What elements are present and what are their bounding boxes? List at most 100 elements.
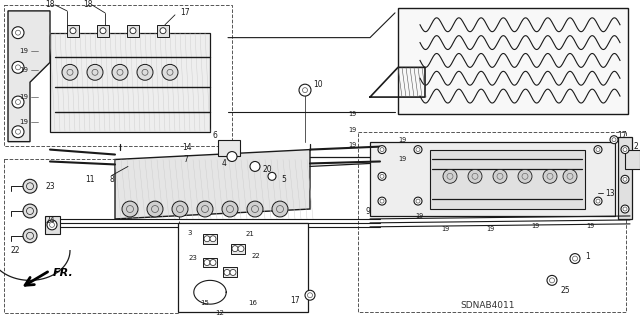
Circle shape xyxy=(378,197,386,205)
Circle shape xyxy=(232,246,238,252)
Circle shape xyxy=(563,169,577,183)
Circle shape xyxy=(621,146,629,153)
Circle shape xyxy=(547,275,557,285)
Circle shape xyxy=(268,172,276,180)
Text: 1: 1 xyxy=(586,252,590,261)
Circle shape xyxy=(621,175,629,183)
Text: 19: 19 xyxy=(348,142,356,148)
Circle shape xyxy=(378,146,386,153)
Circle shape xyxy=(130,28,136,34)
Circle shape xyxy=(12,27,24,39)
Circle shape xyxy=(100,28,106,34)
Text: 19: 19 xyxy=(348,111,356,117)
Text: 12: 12 xyxy=(216,310,225,316)
Bar xyxy=(358,132,626,312)
Circle shape xyxy=(12,96,24,108)
Text: 8: 8 xyxy=(109,175,115,184)
Circle shape xyxy=(247,201,263,217)
Text: 19: 19 xyxy=(348,127,356,133)
Text: 19: 19 xyxy=(19,48,29,54)
Bar xyxy=(97,25,109,37)
Circle shape xyxy=(12,62,24,73)
Circle shape xyxy=(162,64,178,80)
Text: 23: 23 xyxy=(189,255,197,261)
Circle shape xyxy=(272,201,288,217)
Circle shape xyxy=(197,201,213,217)
Polygon shape xyxy=(618,137,632,219)
Polygon shape xyxy=(8,11,50,142)
Text: 17: 17 xyxy=(290,296,300,305)
Circle shape xyxy=(160,28,166,34)
Bar xyxy=(50,33,210,132)
Polygon shape xyxy=(115,150,310,219)
Circle shape xyxy=(378,172,386,180)
Text: 19: 19 xyxy=(398,137,406,143)
Circle shape xyxy=(12,126,24,138)
Circle shape xyxy=(594,197,602,205)
Circle shape xyxy=(299,84,311,96)
Text: 18: 18 xyxy=(83,0,93,10)
Text: 25: 25 xyxy=(560,286,570,295)
Bar xyxy=(45,216,60,234)
Circle shape xyxy=(23,179,37,193)
Text: 22: 22 xyxy=(10,246,20,255)
Text: 21: 21 xyxy=(246,231,255,237)
Circle shape xyxy=(23,204,37,218)
Text: 19: 19 xyxy=(19,94,29,100)
Text: 3: 3 xyxy=(188,230,192,236)
Circle shape xyxy=(70,28,76,34)
Text: 19: 19 xyxy=(586,223,594,229)
Text: 4: 4 xyxy=(221,159,227,168)
Circle shape xyxy=(227,152,237,161)
Bar xyxy=(203,234,217,244)
Circle shape xyxy=(204,236,210,242)
Circle shape xyxy=(621,205,629,213)
Text: 7: 7 xyxy=(184,155,188,164)
Circle shape xyxy=(112,64,128,80)
Bar xyxy=(231,244,245,254)
Polygon shape xyxy=(398,8,628,114)
Circle shape xyxy=(518,169,532,183)
Bar xyxy=(67,25,79,37)
Circle shape xyxy=(137,64,153,80)
Bar xyxy=(178,223,308,312)
Text: SDNAB4011: SDNAB4011 xyxy=(460,300,515,310)
Circle shape xyxy=(204,260,210,265)
Text: 18: 18 xyxy=(45,0,55,10)
Circle shape xyxy=(443,169,457,183)
Bar xyxy=(223,268,237,278)
Text: 15: 15 xyxy=(200,300,209,306)
Bar xyxy=(4,5,232,146)
Text: 20: 20 xyxy=(262,165,272,174)
Polygon shape xyxy=(370,142,615,216)
Circle shape xyxy=(172,201,188,217)
Bar xyxy=(218,140,240,156)
Text: 23: 23 xyxy=(45,182,55,191)
Text: 19: 19 xyxy=(398,157,406,162)
Text: 17: 17 xyxy=(180,8,190,17)
Circle shape xyxy=(230,270,236,275)
Circle shape xyxy=(210,260,216,265)
Text: 14: 14 xyxy=(182,143,192,152)
Circle shape xyxy=(62,64,78,80)
Bar xyxy=(4,160,179,313)
Circle shape xyxy=(594,146,602,153)
Text: 19: 19 xyxy=(19,67,29,73)
Text: 24: 24 xyxy=(45,216,55,226)
Circle shape xyxy=(238,246,244,252)
Circle shape xyxy=(23,229,37,243)
Circle shape xyxy=(147,201,163,217)
Circle shape xyxy=(414,197,422,205)
Text: 19: 19 xyxy=(19,119,29,125)
Circle shape xyxy=(468,169,482,183)
Bar xyxy=(157,25,169,37)
Text: 5: 5 xyxy=(282,175,287,184)
Text: FR.: FR. xyxy=(53,269,74,278)
Circle shape xyxy=(222,201,238,217)
Circle shape xyxy=(570,254,580,263)
Circle shape xyxy=(122,201,138,217)
Circle shape xyxy=(610,136,618,144)
Circle shape xyxy=(224,270,230,275)
Text: 13: 13 xyxy=(605,189,615,198)
Circle shape xyxy=(87,64,103,80)
